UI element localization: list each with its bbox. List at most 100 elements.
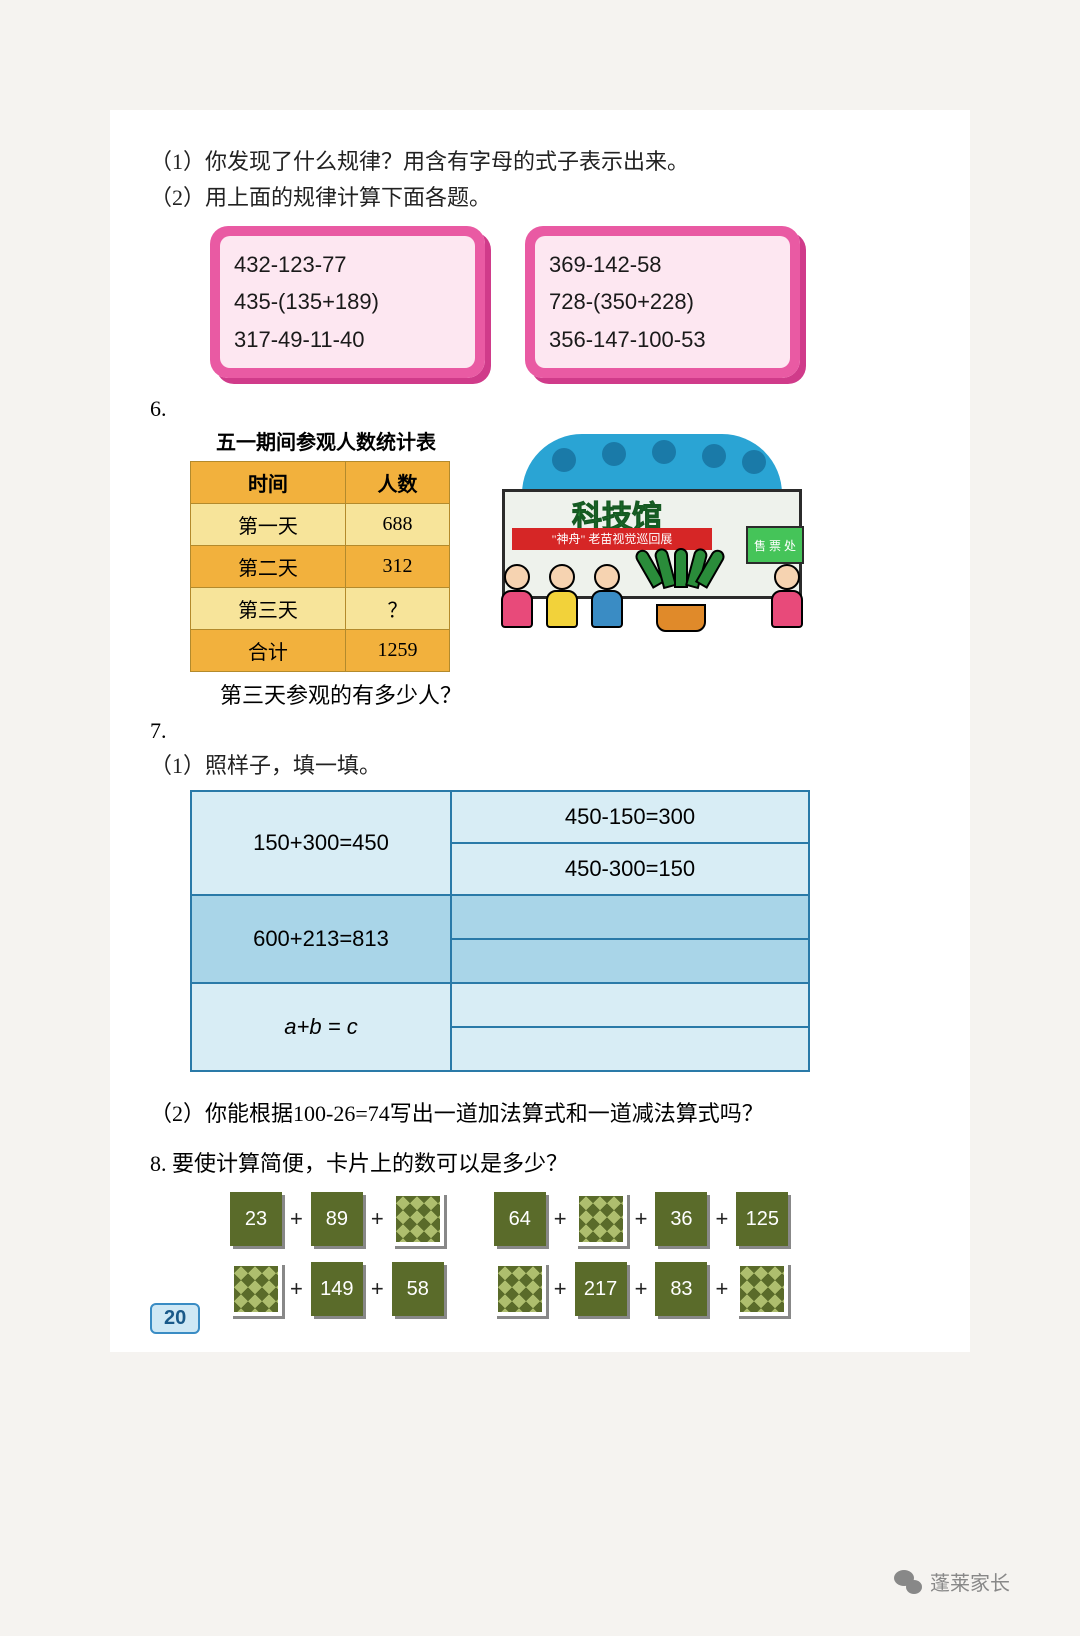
card-number: 217 bbox=[575, 1262, 627, 1316]
card-blank bbox=[494, 1262, 546, 1316]
body bbox=[591, 590, 623, 628]
q6-question: 第三天参观的有多少人？ bbox=[220, 678, 462, 710]
plus-sign: + bbox=[715, 1276, 728, 1302]
textbook-page: （1）你发现了什么规律？用含有字母的式子表示出来。 （2）用上面的规律计算下面各… bbox=[110, 110, 970, 1352]
person bbox=[587, 564, 627, 634]
table-row: 第二天 312 bbox=[191, 546, 450, 588]
body bbox=[501, 590, 533, 628]
plus-sign: + bbox=[715, 1206, 728, 1232]
card-number: 125 bbox=[736, 1192, 788, 1246]
body bbox=[546, 590, 578, 628]
stat-title: 五一期间参观人数统计表 bbox=[190, 426, 462, 455]
card-group: 64++36+125 bbox=[494, 1192, 789, 1246]
person bbox=[497, 564, 537, 634]
cell: 1259 bbox=[345, 630, 449, 672]
roof-dot bbox=[552, 448, 576, 472]
cell: 人数 bbox=[345, 462, 449, 504]
person bbox=[542, 564, 582, 634]
expr: 369-142-58 bbox=[549, 246, 776, 283]
card-rows: 23+89+64++36+125+149+58+217+83+ bbox=[230, 1192, 930, 1316]
card-group: +149 +58 bbox=[230, 1262, 444, 1316]
card-number: 83 bbox=[655, 1262, 707, 1316]
cell: 688 bbox=[345, 504, 449, 546]
table-row: 时间 人数 bbox=[191, 462, 450, 504]
cell bbox=[451, 983, 809, 1027]
table-row: 合计 1259 bbox=[191, 630, 450, 672]
plus-sign: + bbox=[290, 1206, 303, 1232]
card-group: 23 +89 + bbox=[230, 1192, 444, 1246]
intro-line-2: （2）用上面的规律计算下面各题。 bbox=[150, 180, 930, 212]
stat-block: 五一期间参观人数统计表 时间 人数 第一天 688 第二天 312 第三天 ？ bbox=[190, 424, 462, 710]
plus-sign: + bbox=[635, 1276, 648, 1302]
roof-dot bbox=[702, 444, 726, 468]
expression-boxes: 432-123-77 435-(135+189) 317-49-11-40 36… bbox=[210, 226, 930, 378]
card-blank bbox=[392, 1192, 444, 1246]
intro-line-1: （1）你发现了什么规律？用含有字母的式子表示出来。 bbox=[150, 144, 930, 176]
cell: 450-300=150 bbox=[451, 843, 809, 895]
roof-dot bbox=[652, 440, 676, 464]
cell: 第一天 bbox=[191, 504, 346, 546]
plus-sign: + bbox=[554, 1206, 567, 1232]
cell: a+b = c bbox=[191, 983, 451, 1071]
expr-inner: 369-142-58 728-(350+228) 356-147-100-53 bbox=[535, 236, 790, 368]
wechat-text: 蓬莱家长 bbox=[930, 1567, 1010, 1596]
person bbox=[767, 564, 807, 634]
q7-sub2: （2）你能根据100-26=74写出一道加法算式和一道减法算式吗？ bbox=[150, 1096, 930, 1128]
cell: 时间 bbox=[191, 462, 346, 504]
plus-sign: + bbox=[371, 1276, 384, 1302]
plus-sign: + bbox=[554, 1276, 567, 1302]
q6-number: 6. bbox=[150, 396, 930, 422]
expr-inner: 432-123-77 435-(135+189) 317-49-11-40 bbox=[220, 236, 475, 368]
card-number: 58 bbox=[392, 1262, 444, 1316]
plus-sign: + bbox=[371, 1206, 384, 1232]
cell: 150+300=450 bbox=[191, 791, 451, 895]
leaves bbox=[642, 548, 722, 608]
wechat-watermark: 蓬莱家长 bbox=[894, 1567, 1010, 1596]
card-blank bbox=[230, 1262, 282, 1316]
card-number: 89 bbox=[311, 1192, 363, 1246]
card-blank bbox=[736, 1262, 788, 1316]
expr-box-left: 432-123-77 435-(135+189) 317-49-11-40 bbox=[210, 226, 485, 378]
museum-illustration: 科技馆 "神舟" 老苗视觉巡回展 售 票 处 bbox=[492, 434, 822, 634]
table-row: 第三天 ？ bbox=[191, 588, 450, 630]
cell bbox=[451, 895, 809, 939]
ticket-window: 售 票 处 bbox=[746, 526, 804, 564]
pot bbox=[656, 604, 706, 632]
card-blank bbox=[575, 1192, 627, 1246]
head bbox=[774, 564, 800, 590]
table-row: 第一天 688 bbox=[191, 504, 450, 546]
q7-number: 7. bbox=[150, 718, 930, 744]
wechat-icon bbox=[894, 1570, 922, 1594]
head bbox=[504, 564, 530, 590]
roof-dot bbox=[602, 442, 626, 466]
roof bbox=[522, 434, 782, 494]
card-group: +217 +83 + bbox=[494, 1262, 789, 1316]
banner: "神舟" 老苗视觉巡回展 bbox=[512, 528, 712, 550]
cell: 第二天 bbox=[191, 546, 346, 588]
card-row: 23+89+64++36+125 bbox=[230, 1192, 930, 1246]
card-number: 23 bbox=[230, 1192, 282, 1246]
expr: 728-(350+228) bbox=[549, 283, 776, 320]
q8-text: 要使计算简便，卡片上的数可以是多少？ bbox=[172, 1151, 568, 1176]
head bbox=[594, 564, 620, 590]
cell: 600+213=813 bbox=[191, 895, 451, 983]
expr: 435-(135+189) bbox=[234, 283, 461, 320]
card-number: 36 bbox=[655, 1192, 707, 1246]
plus-sign: + bbox=[290, 1276, 303, 1302]
expr: 317-49-11-40 bbox=[234, 321, 461, 358]
cell bbox=[451, 939, 809, 983]
roof-dot bbox=[742, 450, 766, 474]
plant bbox=[642, 552, 722, 632]
cell: 第三天 bbox=[191, 588, 346, 630]
stat-table: 时间 人数 第一天 688 第二天 312 第三天 ？ 合计 1259 bbox=[190, 461, 450, 672]
card-number: 149 bbox=[311, 1262, 363, 1316]
cell: 312 bbox=[345, 546, 449, 588]
page-number: 20 bbox=[150, 1303, 200, 1334]
expr: 432-123-77 bbox=[234, 246, 461, 283]
head bbox=[549, 564, 575, 590]
cell: 450-150=300 bbox=[451, 791, 809, 843]
q6-content: 五一期间参观人数统计表 时间 人数 第一天 688 第二天 312 第三天 ？ bbox=[150, 424, 930, 710]
card-row: +149 +58 +217 +83 + bbox=[230, 1262, 930, 1316]
q7-table: 150+300=450450-150=300450-300=150600+213… bbox=[190, 790, 810, 1072]
cell: ？ bbox=[345, 588, 449, 630]
